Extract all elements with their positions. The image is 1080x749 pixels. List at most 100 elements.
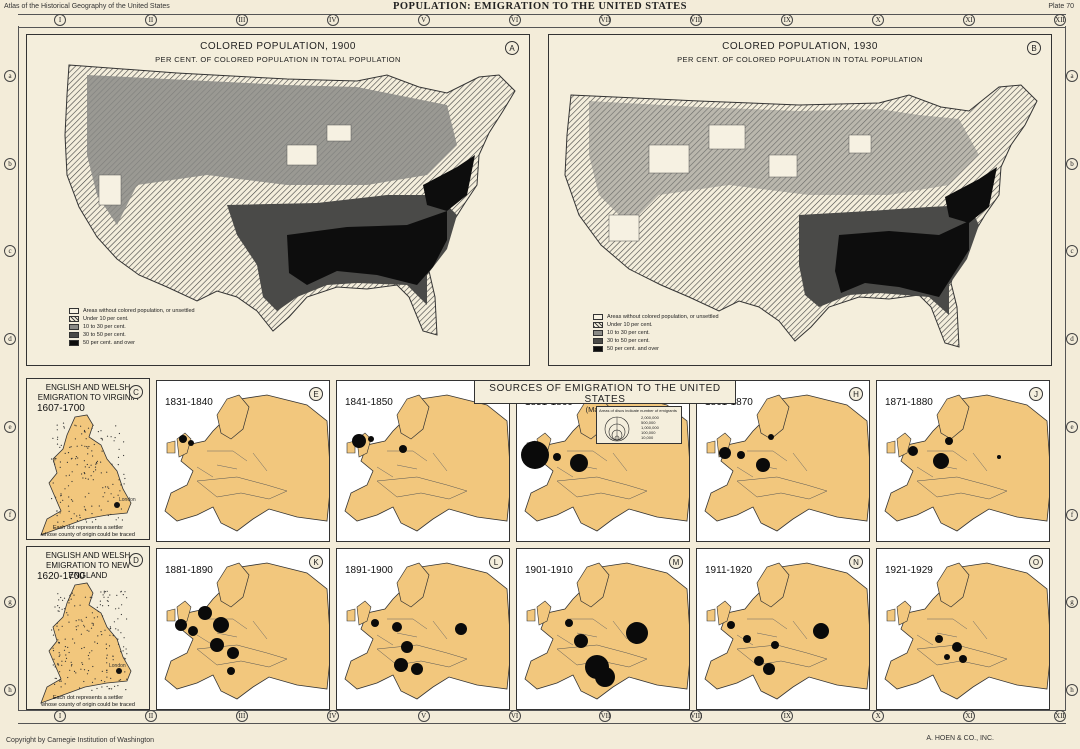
- emigration-disc: [626, 622, 648, 644]
- column-reference: V: [417, 710, 430, 722]
- map-letter: O: [1029, 555, 1043, 569]
- settler-dot: [117, 464, 119, 466]
- row-reference: d: [1066, 333, 1078, 346]
- settler-dot: [123, 441, 125, 443]
- settler-dot: [125, 689, 127, 691]
- settler-dot: [59, 461, 62, 463]
- settler-dot: [100, 461, 102, 463]
- settler-dot: [113, 496, 115, 498]
- settler-dot: [93, 471, 95, 473]
- settler-dot: [64, 638, 66, 640]
- settler-dot: [71, 457, 73, 459]
- settler-dot: [69, 446, 71, 448]
- settler-dot: [109, 626, 111, 628]
- settler-dot: [120, 651, 122, 653]
- map-c-emigration-to-virginia: ENGLISH AND WELSH EMIGRATION TO VIRGINIA…: [26, 378, 150, 540]
- settler-dot: [110, 513, 112, 516]
- row-reference: e: [1066, 420, 1078, 433]
- settler-dot: [56, 510, 58, 512]
- disc-key-value: 10,000: [641, 435, 654, 440]
- settler-dot: [93, 617, 95, 619]
- settler-dot: [52, 664, 54, 666]
- legend-label: 50 per cent. and over: [83, 340, 135, 346]
- settler-dot: [52, 634, 55, 636]
- settler-dot: [68, 599, 70, 601]
- column-reference: III: [235, 14, 248, 26]
- settler-dot: [55, 458, 57, 460]
- settler-dot: [51, 498, 53, 500]
- settler-dot: [57, 610, 59, 612]
- settler-dot: [54, 677, 56, 679]
- settler-dot: [107, 514, 109, 517]
- settler-dot: [120, 508, 122, 510]
- legend-label: 10 to 30 per cent.: [83, 324, 126, 330]
- emigration-map-e: 1831-1840 E: [156, 380, 330, 542]
- disc-size-key: Areas of discs indicate number of emigra…: [596, 406, 682, 444]
- row-reference: b: [1066, 157, 1078, 170]
- map-d-title-1: ENGLISH AND WELSH: [45, 551, 131, 560]
- settler-dot: [96, 606, 98, 608]
- emigration-disc: [570, 454, 588, 472]
- settler-dot: [79, 604, 81, 606]
- us-map-1900: [64, 64, 516, 336]
- settler-dot: [100, 472, 102, 474]
- settler-dot: [74, 642, 76, 644]
- settler-dot: [106, 685, 108, 688]
- row-reference: a: [4, 70, 16, 82]
- settler-dot: [101, 686, 103, 688]
- settler-dot: [70, 518, 72, 520]
- emigration-disc: [737, 451, 745, 459]
- emigration-disc: [565, 619, 573, 627]
- map-letter: E: [309, 387, 323, 401]
- settler-dot: [80, 425, 82, 427]
- settler-dot: [83, 669, 86, 671]
- settler-dot: [86, 463, 88, 466]
- settler-dot: [118, 448, 120, 450]
- settler-dot: [102, 605, 104, 607]
- plate-number: Plate 70: [1048, 3, 1074, 10]
- settler-dot: [59, 501, 62, 503]
- settler-dot: [53, 461, 55, 463]
- settler-dot: [52, 437, 54, 439]
- settler-dot: [56, 429, 58, 431]
- settler-dot: [107, 596, 109, 598]
- europe-map: [157, 549, 329, 709]
- settler-dot: [90, 627, 93, 629]
- settler-dot: [67, 646, 69, 648]
- emigration-disc: [455, 623, 467, 635]
- left-ruler: [4, 26, 19, 710]
- settler-dot: [84, 508, 86, 510]
- settler-dot: [73, 670, 76, 672]
- settler-dot: [91, 450, 93, 452]
- settler-dot: [77, 625, 79, 627]
- settler-dot: [81, 662, 83, 664]
- europe-map: [337, 549, 509, 709]
- settler-dot: [123, 454, 125, 457]
- settler-dot: [59, 671, 61, 673]
- emigration-disc: [743, 635, 751, 643]
- settler-dot: [100, 591, 102, 593]
- settler-dot: [109, 594, 111, 596]
- settler-dot: [120, 484, 122, 486]
- settler-dot: [75, 626, 77, 628]
- settler-dot: [59, 466, 61, 468]
- settler-dot: [54, 683, 56, 685]
- emigration-disc: [227, 647, 239, 659]
- settler-dot: [56, 622, 58, 624]
- settler-dot: [100, 437, 102, 439]
- settler-dot: [110, 677, 112, 679]
- settler-dot: [61, 625, 63, 627]
- period-label: 1871-1880: [885, 397, 933, 408]
- settler-dot: [123, 637, 125, 639]
- settler-dot: [77, 457, 79, 459]
- settler-dot: [126, 653, 128, 655]
- settler-dot: [67, 452, 70, 454]
- settler-dot: [91, 612, 93, 614]
- settler-dot: [117, 638, 119, 640]
- settler-dot: [114, 685, 116, 687]
- settler-dot: [124, 591, 126, 593]
- settler-dot: [102, 496, 104, 498]
- settler-dot: [73, 594, 75, 596]
- europe-map: [697, 381, 869, 541]
- settler-dot: [64, 488, 66, 490]
